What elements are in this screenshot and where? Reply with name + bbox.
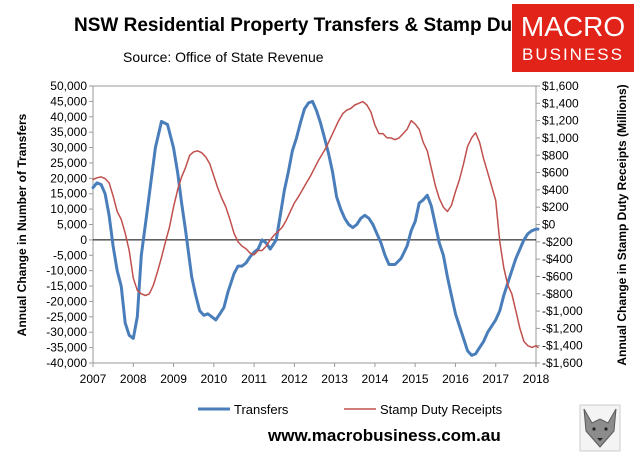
x-tick-label: 2011: [241, 372, 267, 386]
right-tick-label: -$1,000: [542, 304, 583, 318]
left-tick-label: -25,000: [46, 310, 87, 324]
x-tick-label: 2014: [362, 372, 389, 386]
x-tick-label: 2016: [442, 372, 469, 386]
left-tick-label: 45,000: [50, 94, 87, 108]
x-tick-label: 2007: [80, 372, 107, 386]
left-tick-label: -20,000: [46, 294, 87, 308]
x-tick-label: 2009: [160, 372, 187, 386]
right-tick-label: $1,400: [542, 96, 579, 110]
chart-subtitle: Source: Office of State Revenue: [123, 49, 324, 65]
legend: Transfers Stamp Duty Receipts: [198, 402, 503, 417]
left-tick-label: 20,000: [50, 171, 87, 185]
series-line-stamp-duty: [92, 100, 539, 349]
right-tick-label: $200: [542, 200, 569, 214]
website-url: www.macrobusiness.com.au: [267, 426, 501, 445]
macrobusiness-logo: MACRO BUSINESS: [512, 4, 634, 72]
series-line-transfers: [91, 99, 540, 357]
left-tick-label: -10,000: [46, 264, 87, 278]
x-tick-label: 2017: [482, 372, 509, 386]
x-axis: 2007 2008 2009 2010 2011 2012 2013 2014 2015 2016…: [80, 363, 550, 386]
left-tick-label: 15,000: [50, 187, 87, 201]
left-tick-label: -5,000: [53, 248, 87, 262]
right-tick-label: -$400: [542, 252, 573, 266]
right-tick-label: $400: [542, 183, 569, 197]
x-tick-label: 2012: [281, 372, 308, 386]
right-tick-label: $0: [542, 218, 556, 232]
left-tick-label: -40,000: [46, 356, 87, 370]
x-tick-label: 2018: [523, 372, 550, 386]
right-tick-label: $800: [542, 148, 569, 162]
right-tick-label: -$1,600: [542, 356, 583, 370]
left-tick-label: 50,000: [50, 79, 87, 93]
right-tick-label: -$600: [542, 269, 573, 283]
left-tick-label: 35,000: [50, 125, 87, 139]
left-tick-label: 10,000: [50, 202, 87, 216]
right-tick-label: $1,600: [542, 79, 579, 93]
logo-line1: MACRO: [521, 11, 625, 42]
right-axis-label: Annual Change in Stamp Duty Receipts (Mi…: [615, 84, 629, 365]
left-tick-label: 0: [80, 233, 87, 247]
legend-label-stamp-duty: Stamp Duty Receipts: [380, 402, 503, 417]
x-tick-label: 2008: [120, 372, 147, 386]
left-tick-label: 5,000: [57, 218, 87, 232]
right-tick-label: -$200: [542, 235, 573, 249]
fox-emblem-icon: [579, 404, 621, 452]
right-tick-label: -$800: [542, 287, 573, 301]
chart-title: NSW Residential Property Transfers & Sta…: [74, 15, 529, 36]
right-tick-label: $1,200: [542, 114, 579, 128]
left-tick-label: -35,000: [46, 341, 87, 355]
x-tick-label: 2010: [200, 372, 227, 386]
left-tick-label: -30,000: [46, 325, 87, 339]
right-tick-label: $1,000: [542, 131, 579, 145]
left-axis-label: Annual Change in Number of Transfers: [15, 113, 29, 336]
right-axis: $1,600 $1,400 $1,200 $1,000 $800 $600 $400 $200…: [536, 79, 583, 370]
left-tick-label: 40,000: [50, 110, 87, 124]
left-tick-label: 30,000: [50, 141, 87, 155]
right-tick-label: -$1,400: [542, 339, 583, 353]
logo-background: [512, 4, 634, 72]
logo-line2: BUSINESS: [522, 45, 624, 64]
right-tick-label: -$1,200: [542, 321, 583, 335]
legend-label-transfers: Transfers: [234, 402, 289, 417]
left-tick-label: -15,000: [46, 279, 87, 293]
x-tick-label: 2013: [321, 372, 348, 386]
right-tick-label: $600: [542, 166, 569, 180]
series-layer: [91, 99, 540, 357]
left-tick-label: 25,000: [50, 156, 87, 170]
x-tick-label: 2015: [402, 372, 429, 386]
